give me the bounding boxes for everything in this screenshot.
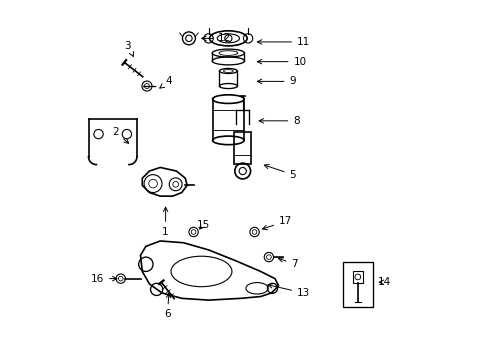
Bar: [352, 271, 362, 283]
Text: 11: 11: [257, 37, 310, 47]
Text: 1: 1: [162, 207, 168, 237]
Text: 17: 17: [262, 216, 292, 230]
Text: 12: 12: [202, 33, 231, 43]
Text: 4: 4: [160, 76, 172, 88]
Text: 14: 14: [377, 277, 390, 287]
Text: 8: 8: [259, 116, 299, 126]
Bar: [234, 132, 251, 164]
Text: 13: 13: [267, 284, 310, 298]
Bar: [343, 262, 372, 307]
Text: 16: 16: [91, 274, 117, 284]
Text: 3: 3: [124, 41, 133, 57]
Text: 2: 2: [112, 127, 128, 143]
Text: 7: 7: [278, 258, 297, 269]
Text: 9: 9: [257, 76, 296, 86]
Text: 6: 6: [164, 293, 170, 319]
Text: 10: 10: [257, 57, 306, 67]
Text: 5: 5: [264, 165, 296, 180]
Text: 15: 15: [196, 220, 209, 230]
